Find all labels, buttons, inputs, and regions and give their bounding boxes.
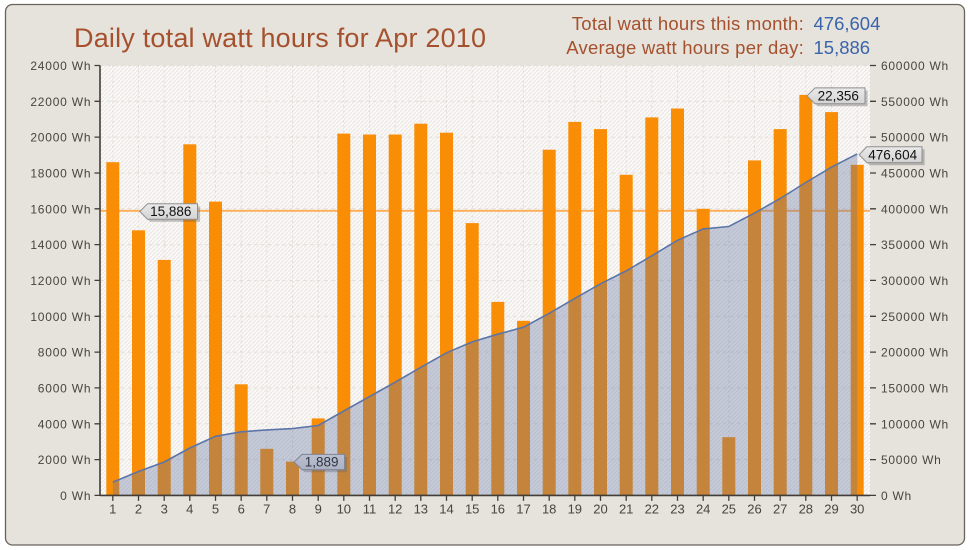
svg-text:26: 26 xyxy=(747,501,761,516)
svg-text:0 Wh: 0 Wh xyxy=(60,489,91,503)
svg-text:0 Wh: 0 Wh xyxy=(881,489,912,503)
svg-text:22,356: 22,356 xyxy=(818,89,859,104)
svg-text:18: 18 xyxy=(542,501,556,516)
svg-text:7: 7 xyxy=(263,501,270,516)
svg-text:18000 Wh: 18000 Wh xyxy=(30,167,91,181)
svg-text:15,886: 15,886 xyxy=(814,37,871,58)
svg-text:21: 21 xyxy=(619,501,633,516)
svg-text:24: 24 xyxy=(696,501,710,516)
svg-text:550000 Wh: 550000 Wh xyxy=(881,95,949,109)
svg-text:2000 Wh: 2000 Wh xyxy=(38,453,92,467)
svg-text:1: 1 xyxy=(109,501,116,516)
svg-text:Total watt hours this month:: Total watt hours this month: xyxy=(572,13,804,34)
svg-text:2: 2 xyxy=(135,501,142,516)
svg-text:28: 28 xyxy=(799,501,813,516)
svg-text:25: 25 xyxy=(722,501,736,516)
svg-text:600000 Wh: 600000 Wh xyxy=(881,59,949,73)
svg-text:29: 29 xyxy=(824,501,838,516)
svg-text:14: 14 xyxy=(439,501,453,516)
svg-text:4000 Wh: 4000 Wh xyxy=(38,417,92,431)
svg-text:100000 Wh: 100000 Wh xyxy=(881,417,949,431)
svg-text:6: 6 xyxy=(238,501,245,516)
svg-text:400000 Wh: 400000 Wh xyxy=(881,202,949,216)
svg-text:15,886: 15,886 xyxy=(150,204,191,219)
svg-text:17: 17 xyxy=(516,501,530,516)
svg-text:6000 Wh: 6000 Wh xyxy=(38,382,92,396)
svg-text:Average watt hours per day:: Average watt hours per day: xyxy=(566,37,804,58)
svg-text:12000 Wh: 12000 Wh xyxy=(30,274,91,288)
svg-text:11: 11 xyxy=(363,501,377,516)
svg-text:350000 Wh: 350000 Wh xyxy=(881,238,949,252)
svg-text:20000 Wh: 20000 Wh xyxy=(30,131,91,145)
svg-text:8000 Wh: 8000 Wh xyxy=(38,346,92,360)
svg-text:24000 Wh: 24000 Wh xyxy=(30,59,91,73)
svg-text:19: 19 xyxy=(568,501,582,516)
svg-text:10000 Wh: 10000 Wh xyxy=(30,310,91,324)
svg-text:10: 10 xyxy=(337,501,351,516)
svg-text:476,604: 476,604 xyxy=(868,147,917,162)
svg-text:30: 30 xyxy=(850,501,864,516)
svg-text:8: 8 xyxy=(289,501,296,516)
svg-text:3: 3 xyxy=(161,501,168,516)
svg-text:500000 Wh: 500000 Wh xyxy=(881,131,949,145)
svg-text:450000 Wh: 450000 Wh xyxy=(881,167,949,181)
svg-text:5: 5 xyxy=(212,501,219,516)
svg-text:300000 Wh: 300000 Wh xyxy=(881,274,949,288)
svg-text:50000 Wh: 50000 Wh xyxy=(881,453,942,467)
svg-text:13: 13 xyxy=(414,501,428,516)
svg-text:Daily total watt hours for Apr: Daily total watt hours for Apr 2010 xyxy=(74,23,486,53)
svg-text:1,889: 1,889 xyxy=(305,455,339,470)
svg-text:22: 22 xyxy=(645,501,659,516)
svg-text:15: 15 xyxy=(465,501,479,516)
svg-text:14000 Wh: 14000 Wh xyxy=(30,238,91,252)
svg-text:4: 4 xyxy=(186,501,193,516)
svg-text:9: 9 xyxy=(315,501,322,516)
svg-text:27: 27 xyxy=(773,501,787,516)
svg-text:23: 23 xyxy=(670,501,684,516)
svg-text:16: 16 xyxy=(491,501,505,516)
svg-text:150000 Wh: 150000 Wh xyxy=(881,382,949,396)
svg-text:200000 Wh: 200000 Wh xyxy=(881,346,949,360)
svg-text:12: 12 xyxy=(388,501,402,516)
svg-text:22000 Wh: 22000 Wh xyxy=(30,95,91,109)
svg-text:16000 Wh: 16000 Wh xyxy=(30,202,91,216)
svg-text:20: 20 xyxy=(593,501,607,516)
svg-text:476,604: 476,604 xyxy=(814,13,881,34)
svg-text:250000 Wh: 250000 Wh xyxy=(881,310,949,324)
